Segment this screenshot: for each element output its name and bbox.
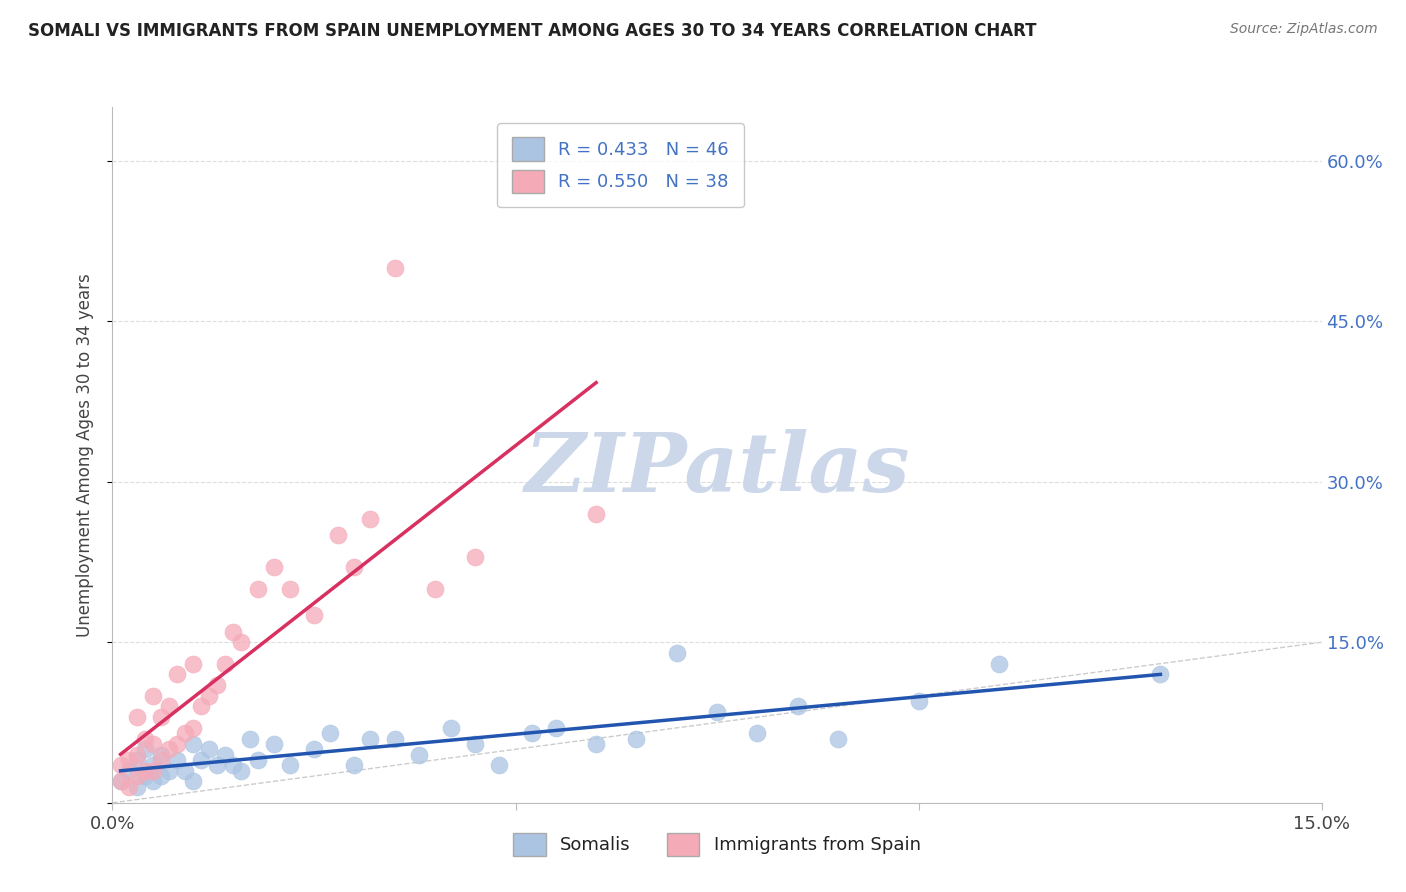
Point [214, 747, 236, 762]
Point [423, 582, 446, 596]
Point [302, 608, 325, 623]
Point [278, 758, 301, 772]
Point [134, 731, 156, 746]
Point [117, 753, 139, 767]
Point [328, 528, 350, 542]
Point [207, 678, 229, 692]
Point [626, 731, 648, 746]
Point [488, 758, 510, 772]
Point [585, 737, 607, 751]
Point [157, 742, 180, 756]
Point [198, 742, 221, 756]
Point [302, 742, 325, 756]
Point [544, 721, 567, 735]
Point [117, 764, 139, 778]
Point [246, 753, 269, 767]
Point [134, 742, 156, 756]
Point [231, 764, 253, 778]
Point [464, 549, 486, 564]
Point [238, 731, 260, 746]
Point [319, 726, 342, 740]
Text: ZIPatlas: ZIPatlas [524, 429, 910, 508]
Point [181, 774, 204, 789]
Point [359, 512, 381, 526]
Point [149, 747, 172, 762]
Point [166, 737, 188, 751]
Text: Source: ZipAtlas.com: Source: ZipAtlas.com [1230, 22, 1378, 37]
Point [142, 689, 165, 703]
Point [706, 705, 728, 719]
Point [181, 721, 204, 735]
Point [520, 726, 543, 740]
Point [222, 624, 245, 639]
Point [343, 560, 366, 574]
Point [174, 726, 197, 740]
Point [665, 646, 688, 660]
Point [263, 560, 285, 574]
Point [263, 737, 285, 751]
Point [190, 753, 212, 767]
Point [747, 726, 769, 740]
Point [440, 721, 463, 735]
Point [359, 731, 381, 746]
Point [125, 769, 148, 783]
Point [207, 758, 229, 772]
Point [125, 753, 148, 767]
Point [142, 758, 165, 772]
Point [142, 764, 165, 778]
Point [907, 694, 929, 708]
Point [134, 764, 156, 778]
Point [142, 774, 165, 789]
Point [198, 689, 221, 703]
Point [125, 710, 148, 724]
Point [384, 731, 406, 746]
Point [988, 657, 1011, 671]
Legend: Somalis, Immigrants from Spain: Somalis, Immigrants from Spain [506, 826, 928, 863]
Point [786, 699, 808, 714]
Point [408, 747, 430, 762]
Point [190, 699, 212, 714]
Point [174, 764, 197, 778]
Point [157, 699, 180, 714]
Point [110, 774, 132, 789]
Point [222, 758, 245, 772]
Point [125, 747, 148, 762]
Point [149, 710, 172, 724]
Point [110, 774, 132, 789]
Point [827, 731, 849, 746]
Point [142, 737, 165, 751]
Point [181, 737, 204, 751]
Point [246, 582, 269, 596]
Point [1149, 667, 1171, 681]
Point [125, 780, 148, 794]
Point [110, 758, 132, 772]
Point [343, 758, 366, 772]
Point [181, 657, 204, 671]
Point [278, 582, 301, 596]
Point [117, 780, 139, 794]
Point [166, 753, 188, 767]
Point [214, 657, 236, 671]
Point [384, 260, 406, 275]
Point [231, 635, 253, 649]
Point [134, 769, 156, 783]
Point [464, 737, 486, 751]
Point [585, 507, 607, 521]
Point [149, 769, 172, 783]
Text: SOMALI VS IMMIGRANTS FROM SPAIN UNEMPLOYMENT AMONG AGES 30 TO 34 YEARS CORRELATI: SOMALI VS IMMIGRANTS FROM SPAIN UNEMPLOY… [28, 22, 1036, 40]
Point [166, 667, 188, 681]
Point [157, 764, 180, 778]
Y-axis label: Unemployment Among Ages 30 to 34 years: Unemployment Among Ages 30 to 34 years [76, 273, 94, 637]
Point [149, 753, 172, 767]
